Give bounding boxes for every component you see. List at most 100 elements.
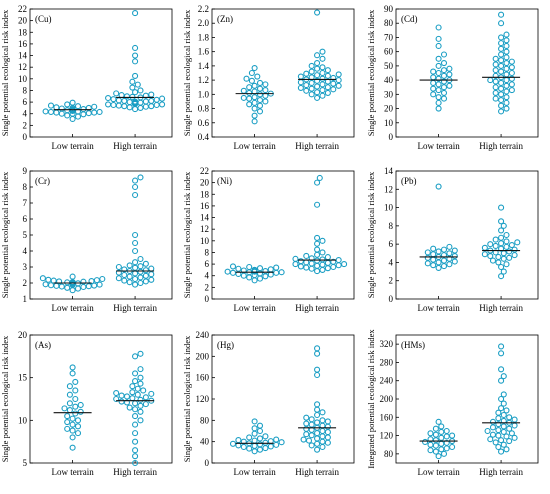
data-point xyxy=(132,413,139,420)
data-point xyxy=(132,191,139,199)
data-point xyxy=(137,374,144,381)
panel-tag: (Hg) xyxy=(217,340,234,350)
chart-panel: 0 40 80 120 160 200 240 Low terrain High terrain… xyxy=(182,330,355,477)
data-point xyxy=(134,81,141,88)
plot-frame xyxy=(211,8,355,138)
data-point xyxy=(69,444,76,451)
y-tick-label: 90 xyxy=(384,4,394,14)
data-point xyxy=(121,277,128,284)
data-point xyxy=(262,445,269,452)
data-point xyxy=(492,236,499,243)
y-axis-label: Single potential ecological risk index xyxy=(182,171,192,298)
data-point xyxy=(251,118,258,125)
y-tick-label: 15 xyxy=(18,373,28,383)
x-tick-label: Low terrain xyxy=(51,141,94,151)
data-point xyxy=(132,353,139,360)
data-point xyxy=(314,83,321,90)
y-tick-label: 200 xyxy=(380,394,394,404)
data-point xyxy=(487,436,494,443)
y-tick-label: 0.8 xyxy=(198,104,210,114)
data-point xyxy=(435,94,442,101)
data-point xyxy=(324,67,331,74)
data-point xyxy=(319,87,326,94)
data-point xyxy=(319,48,326,55)
plot-frame xyxy=(211,170,355,300)
data-point xyxy=(262,87,269,94)
data-point xyxy=(50,277,57,284)
data-point xyxy=(110,96,117,103)
data-point xyxy=(495,421,502,428)
data-point xyxy=(500,373,507,380)
data-point xyxy=(500,423,507,430)
data-point xyxy=(74,103,82,110)
data-point xyxy=(435,453,442,460)
data-point xyxy=(132,378,139,385)
data-point xyxy=(314,251,321,258)
data-point xyxy=(64,112,71,119)
data-point xyxy=(492,67,499,74)
data-point xyxy=(503,48,510,55)
data-point xyxy=(132,453,139,460)
data-point xyxy=(142,98,149,105)
data-point xyxy=(137,274,144,281)
data-point xyxy=(314,430,321,437)
data-point xyxy=(503,407,510,414)
data-point xyxy=(137,104,144,111)
data-point xyxy=(500,391,507,398)
data-point xyxy=(319,261,326,268)
panel-tag: (Cd) xyxy=(401,14,418,24)
data-point xyxy=(132,247,139,255)
data-point xyxy=(246,95,253,102)
y-tick-label: 6 xyxy=(23,97,28,107)
data-point xyxy=(435,35,442,42)
y-tick-label: 4 xyxy=(389,257,394,267)
data-point xyxy=(484,427,491,435)
data-point xyxy=(314,345,321,352)
y-tick-label: 8 xyxy=(23,182,28,192)
data-point xyxy=(503,99,510,106)
data-point xyxy=(314,446,321,453)
data-point xyxy=(498,34,505,41)
data-point xyxy=(142,272,149,279)
data-point xyxy=(498,62,505,69)
data-point xyxy=(300,436,307,443)
x-tick-label: High terrain xyxy=(479,467,523,477)
data-point xyxy=(69,370,76,377)
data-point xyxy=(446,261,453,268)
data-point xyxy=(93,277,100,284)
data-point xyxy=(324,84,331,91)
data-point xyxy=(481,251,488,258)
data-point xyxy=(74,417,82,424)
data-point xyxy=(229,263,237,270)
data-point xyxy=(229,269,237,276)
data-point xyxy=(314,435,321,442)
data-point xyxy=(64,107,71,114)
data-point xyxy=(487,241,494,248)
data-point xyxy=(297,258,304,265)
data-point xyxy=(498,91,505,98)
chart-panel: 0 2 4 6 8 10 12 14 Low terrain High terrain Single… xyxy=(366,166,539,313)
data-point xyxy=(498,11,505,18)
data-point xyxy=(77,408,84,415)
data-point xyxy=(85,110,92,117)
data-point xyxy=(251,99,258,106)
data-point xyxy=(121,266,128,273)
data-point xyxy=(256,102,264,109)
x-tick-label: High terrain xyxy=(295,141,339,151)
data-point xyxy=(498,68,505,75)
data-point xyxy=(430,79,437,87)
data-point xyxy=(256,79,264,87)
plot-frame xyxy=(395,170,539,300)
x-tick-label: Low terrain xyxy=(417,467,460,477)
data-point xyxy=(430,85,437,92)
panel-tag: (Cr) xyxy=(35,176,50,186)
data-point xyxy=(503,231,510,239)
chart-panel: 80 120 160 200 240 280 320 Low terrain High terr… xyxy=(366,329,539,477)
data-point xyxy=(80,278,87,285)
data-point xyxy=(435,75,442,82)
data-point xyxy=(58,105,65,112)
data-point xyxy=(148,97,155,104)
y-tick-label: 2.0 xyxy=(198,18,210,28)
data-point xyxy=(500,441,507,448)
data-point xyxy=(314,89,321,96)
